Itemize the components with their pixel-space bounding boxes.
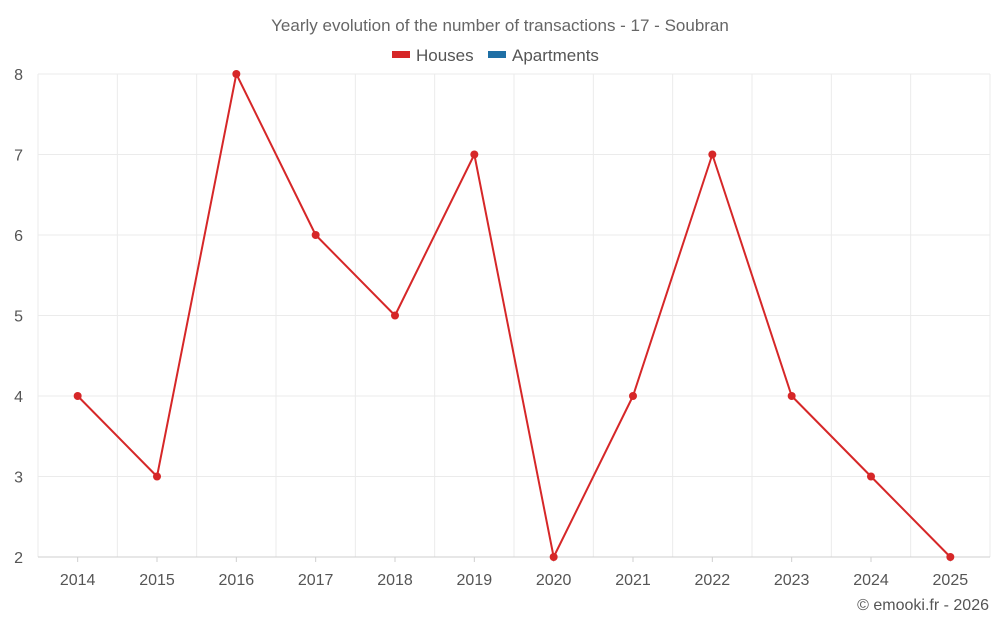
- grid: [37, 73, 991, 557]
- y-tick-label: 2: [14, 550, 23, 567]
- data-point-houses[interactable]: [787, 392, 796, 400]
- y-axis: 2 3 4 5 6 7 8: [14, 67, 23, 567]
- data-point-houses[interactable]: [867, 472, 875, 481]
- y-tick-label: 3: [14, 470, 23, 487]
- x-tick-label: 2015: [139, 572, 175, 589]
- series-line-houses: [76, 73, 952, 558]
- legend-swatch-apartments: [488, 51, 506, 58]
- credit: © emooki.fr - 2026: [857, 597, 989, 614]
- chart-title: Yearly evolution of the number of transa…: [271, 16, 729, 35]
- y-tick-label: 7: [14, 148, 23, 165]
- y-tick-label: 5: [14, 309, 23, 326]
- data-point-houses[interactable]: [470, 150, 479, 159]
- data-point-houses[interactable]: [73, 392, 82, 400]
- x-axis: 2014 2015 2016 2017 2018 2019 2020 2021 2022 2023…: [38, 556, 990, 589]
- x-tick-label: 2024: [853, 572, 889, 589]
- series-houses: [73, 70, 955, 561]
- data-point-houses[interactable]: [629, 392, 637, 400]
- data-point-houses[interactable]: [153, 472, 161, 481]
- x-tick-label: 2019: [457, 572, 493, 589]
- data-point-houses[interactable]: [311, 231, 320, 239]
- legend-label-houses: Houses: [416, 46, 474, 65]
- y-tick-label: 8: [14, 67, 23, 84]
- data-point-houses[interactable]: [946, 553, 955, 561]
- x-tick-label: 2016: [219, 572, 255, 589]
- legend-label-apartments: Apartments: [512, 46, 599, 65]
- x-tick-label: 2021: [615, 572, 651, 589]
- legend-swatch-houses: [392, 51, 410, 58]
- x-tick-label: 2025: [933, 572, 969, 589]
- legend-item-houses[interactable]: Houses: [392, 46, 474, 65]
- legend: Houses Apartments: [392, 46, 599, 65]
- legend-item-apartments[interactable]: Apartments: [488, 46, 599, 65]
- y-tick-label: 6: [14, 228, 23, 245]
- y-tick-label: 4: [14, 389, 23, 406]
- data-point-houses[interactable]: [708, 150, 717, 159]
- x-tick-label: 2022: [695, 572, 731, 589]
- x-tick-label: 2014: [60, 572, 96, 589]
- x-tick-label: 2017: [298, 572, 334, 589]
- data-point-houses[interactable]: [549, 553, 558, 561]
- x-tick-label: 2023: [774, 572, 810, 589]
- x-tick-label: 2018: [377, 572, 413, 589]
- data-point-houses[interactable]: [391, 311, 399, 320]
- data-point-houses[interactable]: [232, 70, 241, 78]
- x-tick-label: 2020: [536, 572, 572, 589]
